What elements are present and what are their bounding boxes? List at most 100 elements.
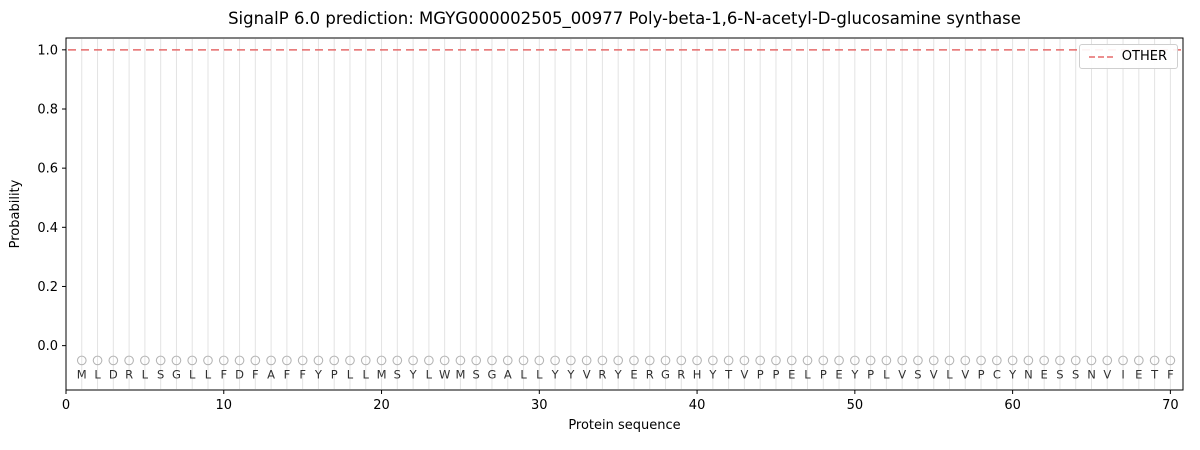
svg-text:E: E bbox=[788, 367, 795, 381]
svg-text:E: E bbox=[1041, 367, 1048, 381]
svg-text:P: P bbox=[820, 367, 827, 381]
svg-text:E: E bbox=[1135, 367, 1142, 381]
residue-markers bbox=[76, 355, 1176, 366]
svg-text:L: L bbox=[536, 367, 543, 381]
svg-text:G: G bbox=[172, 367, 181, 381]
svg-text:Y: Y bbox=[614, 367, 623, 381]
svg-text:F: F bbox=[284, 367, 291, 381]
svg-text:D: D bbox=[109, 367, 118, 381]
svg-text:V: V bbox=[930, 367, 938, 381]
chart-title: SignalP 6.0 prediction: MGYG000002505_00… bbox=[228, 9, 1021, 28]
svg-text:S: S bbox=[473, 367, 480, 381]
svg-text:P: P bbox=[867, 367, 874, 381]
svg-text:V: V bbox=[583, 367, 591, 381]
svg-text:P: P bbox=[772, 367, 779, 381]
svg-text:R: R bbox=[125, 367, 133, 381]
svg-text:0.2: 0.2 bbox=[37, 280, 58, 295]
svg-text:N: N bbox=[1087, 367, 1096, 381]
svg-text:Y: Y bbox=[566, 367, 575, 381]
svg-text:P: P bbox=[757, 367, 764, 381]
svg-text:Y: Y bbox=[850, 367, 859, 381]
svg-text:70: 70 bbox=[1162, 398, 1179, 413]
svg-text:V: V bbox=[961, 367, 969, 381]
svg-text:L: L bbox=[142, 367, 149, 381]
axis-frame bbox=[65, 37, 1184, 391]
svg-text:F: F bbox=[252, 367, 259, 381]
gridlines bbox=[81, 39, 1171, 389]
svg-text:0.0: 0.0 bbox=[37, 339, 58, 354]
svg-text:0: 0 bbox=[62, 398, 70, 413]
svg-text:Y: Y bbox=[1008, 367, 1017, 381]
svg-text:G: G bbox=[661, 367, 670, 381]
svg-text:D: D bbox=[235, 367, 244, 381]
svg-text:I: I bbox=[1121, 367, 1124, 381]
svg-text:20: 20 bbox=[373, 398, 390, 413]
svg-text:T: T bbox=[724, 367, 733, 381]
svg-text:M: M bbox=[377, 367, 387, 381]
svg-text:F: F bbox=[1167, 367, 1174, 381]
legend: OTHER bbox=[1078, 44, 1178, 69]
svg-text:E: E bbox=[630, 367, 637, 381]
svg-text:P: P bbox=[978, 367, 985, 381]
svg-text:P: P bbox=[331, 367, 338, 381]
y-tick-labels: 0.0 0.2 0.4 0.6 0.8 1.0 bbox=[37, 43, 58, 354]
svg-text:Y: Y bbox=[708, 367, 717, 381]
svg-text:S: S bbox=[157, 367, 164, 381]
svg-text:0.4: 0.4 bbox=[37, 221, 58, 236]
svg-text:V: V bbox=[1103, 367, 1111, 381]
svg-text:Y: Y bbox=[551, 367, 560, 381]
svg-text:Y: Y bbox=[314, 367, 323, 381]
svg-text:R: R bbox=[598, 367, 606, 381]
svg-text:L: L bbox=[520, 367, 527, 381]
svg-text:S: S bbox=[1056, 367, 1063, 381]
svg-text:E: E bbox=[835, 367, 842, 381]
svg-text:L: L bbox=[426, 367, 433, 381]
svg-text:L: L bbox=[363, 367, 370, 381]
svg-text:S: S bbox=[394, 367, 401, 381]
legend-dashed-line-icon bbox=[1088, 55, 1115, 58]
svg-text:L: L bbox=[946, 367, 953, 381]
svg-text:F: F bbox=[220, 367, 227, 381]
svg-text:L: L bbox=[189, 367, 196, 381]
svg-text:A: A bbox=[504, 367, 512, 381]
svg-text:30: 30 bbox=[531, 398, 548, 413]
svg-text:50: 50 bbox=[847, 398, 864, 413]
svg-text:V: V bbox=[740, 367, 748, 381]
svg-text:F: F bbox=[299, 367, 306, 381]
svg-text:M: M bbox=[77, 367, 87, 381]
svg-text:Y: Y bbox=[409, 367, 418, 381]
svg-text:G: G bbox=[488, 367, 497, 381]
svg-text:M: M bbox=[455, 367, 465, 381]
svg-text:T: T bbox=[1150, 367, 1159, 381]
svg-text:L: L bbox=[804, 367, 811, 381]
svg-text:0.8: 0.8 bbox=[37, 102, 58, 117]
svg-text:L: L bbox=[883, 367, 890, 381]
svg-text:1.0: 1.0 bbox=[37, 43, 58, 58]
svg-text:C: C bbox=[993, 367, 1001, 381]
svg-text:0.6: 0.6 bbox=[37, 162, 58, 177]
svg-text:V: V bbox=[898, 367, 906, 381]
svg-text:R: R bbox=[677, 367, 685, 381]
x-axis-label: Protein sequence bbox=[568, 418, 681, 433]
svg-text:R: R bbox=[646, 367, 654, 381]
x-tick-labels: 0 10 20 30 40 50 60 70 bbox=[62, 398, 1179, 413]
svg-text:A: A bbox=[267, 367, 275, 381]
svg-text:60: 60 bbox=[1004, 398, 1021, 413]
y-axis-label: Probability bbox=[8, 179, 23, 249]
svg-text:S: S bbox=[914, 367, 921, 381]
legend-label: OTHER bbox=[1121, 49, 1167, 64]
svg-text:L: L bbox=[94, 367, 101, 381]
svg-text:L: L bbox=[205, 367, 212, 381]
svg-text:L: L bbox=[347, 367, 354, 381]
svg-text:S: S bbox=[1072, 367, 1079, 381]
y-tick-marks bbox=[62, 49, 66, 347]
svg-text:W: W bbox=[439, 367, 450, 381]
svg-text:40: 40 bbox=[689, 398, 706, 413]
x-tick-marks bbox=[65, 390, 1171, 394]
svg-text:10: 10 bbox=[215, 398, 232, 413]
svg-text:H: H bbox=[693, 367, 702, 381]
svg-text:N: N bbox=[1024, 367, 1033, 381]
